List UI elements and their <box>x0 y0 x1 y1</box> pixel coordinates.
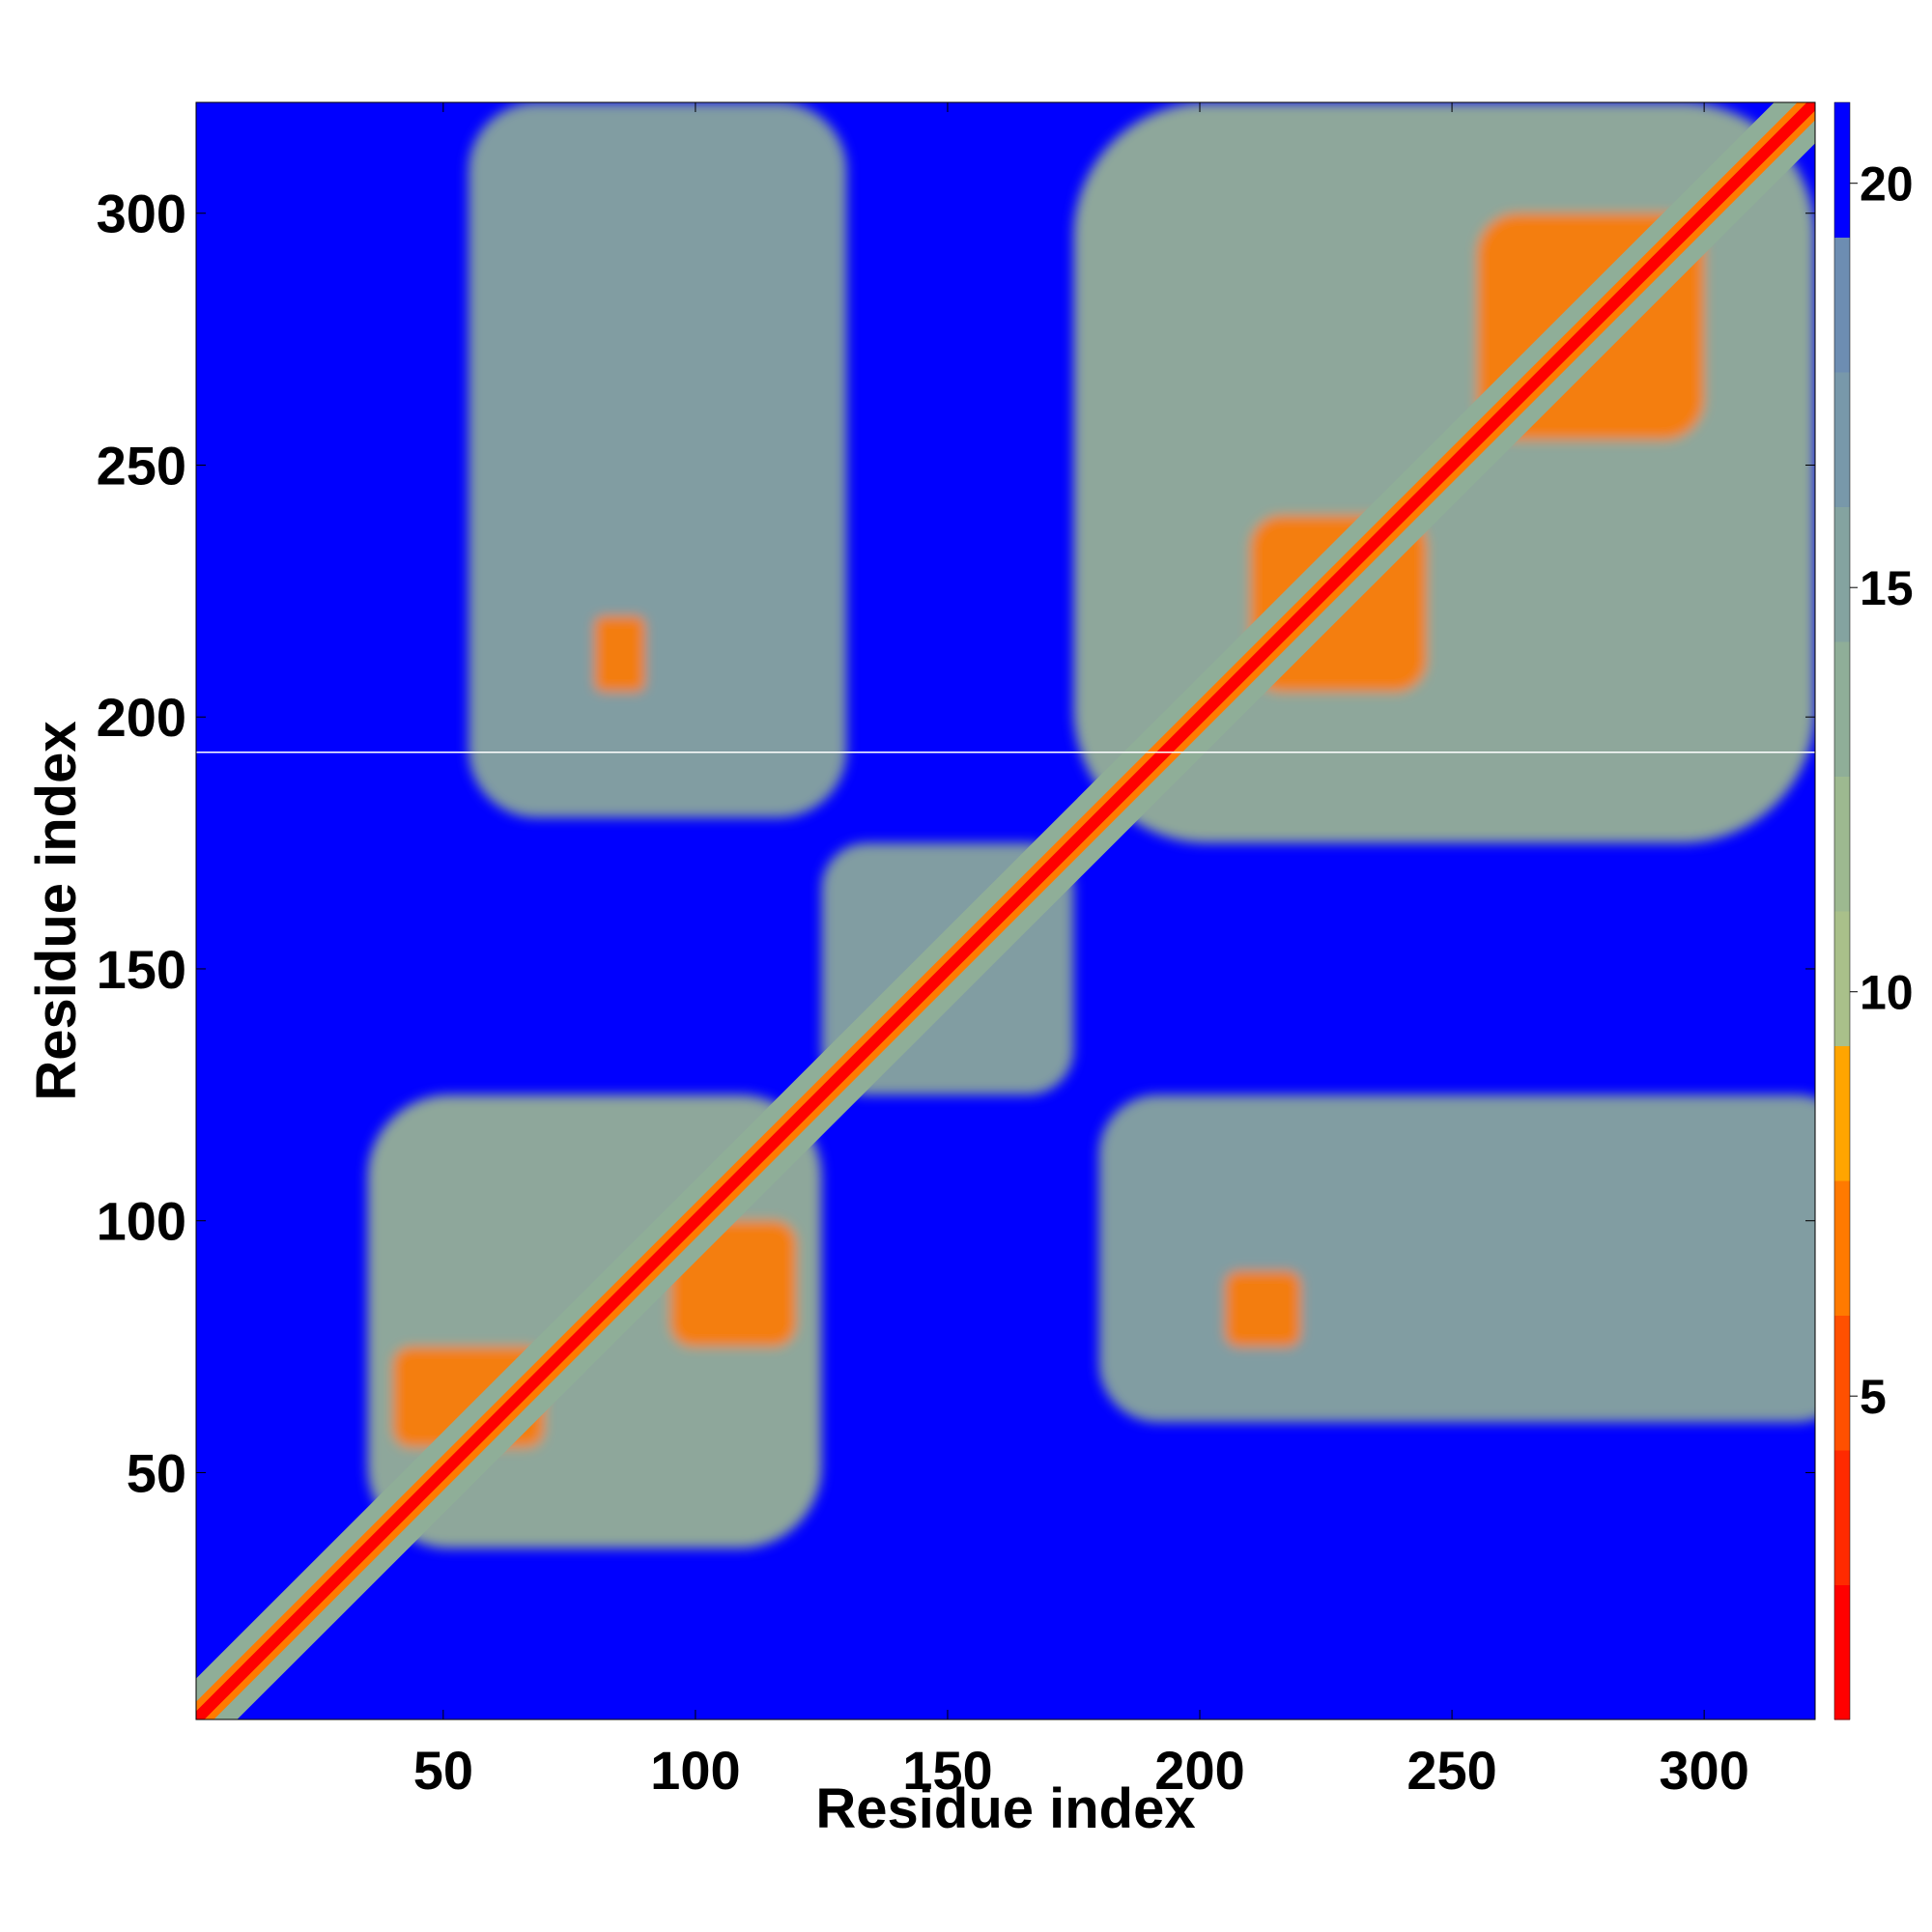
contact-region-7 <box>468 102 847 818</box>
colorbar-tick-label: 20 <box>1860 157 1914 212</box>
colorbar-segment <box>1834 506 1850 642</box>
colorbar-segment <box>1834 1315 1850 1451</box>
plot-frame <box>195 101 1816 1720</box>
x-tick-label: 150 <box>902 1740 992 1801</box>
x-tick-label: 50 <box>413 1740 473 1801</box>
colorbar-segment <box>1834 372 1850 507</box>
colorbar-segment <box>1834 1584 1850 1720</box>
heatmap-plot-area <box>195 101 1816 1720</box>
colorbar-segment <box>1834 102 1850 238</box>
diagonal-core <box>196 102 1815 1719</box>
colorbar-frame <box>1833 101 1851 1720</box>
x-tick-label: 300 <box>1659 1740 1748 1801</box>
y-tick-label: 250 <box>97 435 186 496</box>
colorbar-segment <box>1834 776 1850 912</box>
colorbar-segment <box>1834 1045 1850 1181</box>
y-tick-label: 300 <box>97 184 186 244</box>
x-tick-label: 250 <box>1406 1740 1496 1801</box>
x-axis: 50 100 150 200 250 300 <box>413 102 1749 1801</box>
x-tick-label: 200 <box>1154 1740 1244 1801</box>
colorbar-tick-label: 5 <box>1860 1370 1887 1424</box>
colorbar: 5 10 15 20 <box>1833 101 1914 1720</box>
y-tick-label: 200 <box>97 687 186 748</box>
diagonal-band <box>196 102 1815 1719</box>
colorbar-segment <box>1834 237 1850 373</box>
y-tick-label: 50 <box>127 1442 186 1503</box>
y-axis-title: Residue index <box>25 721 88 1100</box>
colorbar-segment <box>1834 911 1850 1046</box>
colorbar-segment <box>1834 1450 1850 1585</box>
y-axis: 50 100 150 200 250 300 <box>97 184 1815 1503</box>
contact-region-10 <box>1225 1270 1301 1348</box>
colorbar-tick-label: 10 <box>1860 966 1914 1020</box>
x-tick-label: 100 <box>650 1740 740 1801</box>
y-tick-label: 100 <box>97 1191 186 1252</box>
heatmap-cells <box>196 102 1815 1719</box>
colorbar-segment <box>1834 1180 1850 1316</box>
x-axis-title: Residue index <box>815 1777 1195 1840</box>
colorbar-segment <box>1834 641 1850 777</box>
colorbar-tick-label: 15 <box>1860 561 1914 615</box>
contact-region-9 <box>1098 1094 1815 1423</box>
y-tick-label: 150 <box>97 939 186 1000</box>
contact-region-8 <box>594 615 645 693</box>
